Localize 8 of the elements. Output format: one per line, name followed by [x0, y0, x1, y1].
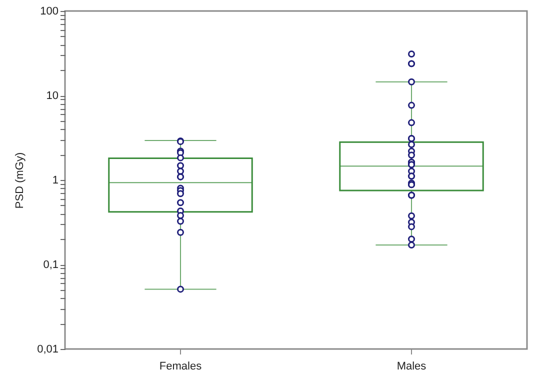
y-tick-label: 10: [46, 90, 58, 102]
y-axis-title: PSD (mGy): [14, 152, 26, 209]
y-tick-label: 0,1: [43, 259, 58, 271]
y-tick-label: 100: [40, 6, 58, 18]
x-tick-label: Females: [159, 360, 202, 372]
x-tick-label: Males: [396, 360, 427, 372]
y-tick-label: 1: [52, 174, 58, 186]
y-tick-label: 0,01: [37, 344, 58, 356]
